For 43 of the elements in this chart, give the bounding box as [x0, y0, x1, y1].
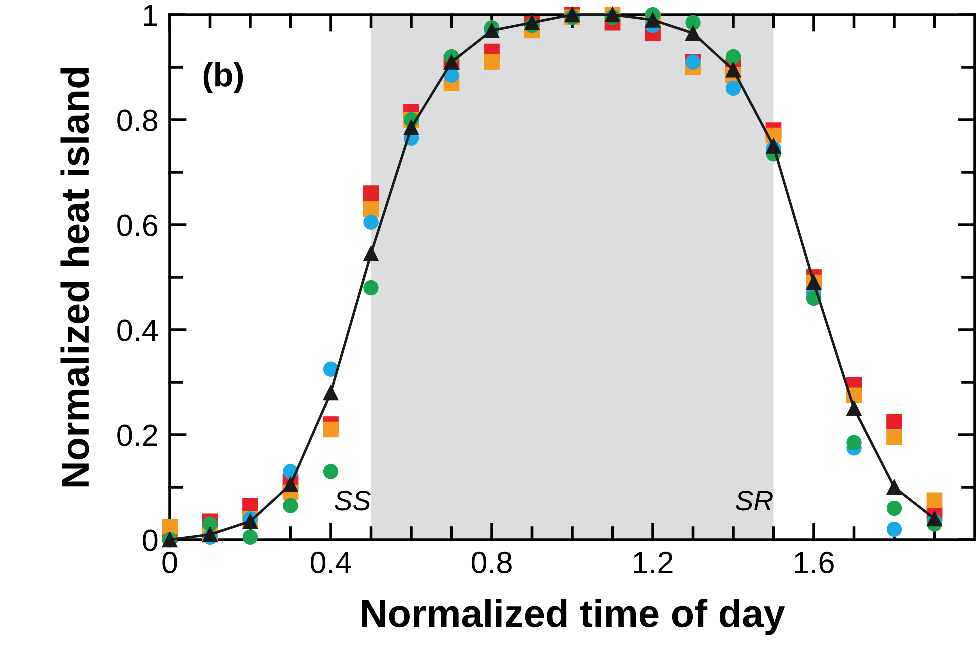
annotation: (b): [204, 62, 244, 94]
annotation: SS: [334, 491, 371, 511]
point: [686, 15, 701, 30]
point: [323, 464, 339, 480]
point: [927, 511, 942, 527]
point: [886, 480, 902, 496]
point: [323, 385, 339, 401]
point: [886, 414, 902, 430]
x-axis-title: Normalized time of day: [362, 599, 786, 636]
x-tick-label: 0.4: [310, 552, 352, 574]
point: [283, 498, 298, 514]
annotation: SR: [736, 491, 773, 511]
x-tick-label: 1.2: [634, 552, 673, 574]
point: [484, 54, 500, 70]
y-tick-label: 0.2: [118, 424, 158, 446]
point: [364, 246, 379, 262]
point: [726, 49, 742, 65]
point: [363, 201, 380, 218]
x-tick-label: 0: [162, 552, 178, 574]
point: [404, 120, 420, 136]
x-tick-label: 0.8: [472, 552, 512, 574]
point: [323, 422, 339, 438]
point: [364, 280, 379, 296]
point: [283, 477, 298, 493]
point: [886, 430, 902, 446]
point: [886, 500, 902, 516]
point: [846, 401, 862, 416]
y-tick-label: 0.8: [118, 110, 158, 132]
x-tick-label: 1.6: [795, 552, 834, 574]
point: [162, 518, 178, 535]
point: [242, 530, 258, 545]
point: [926, 492, 943, 509]
point: [886, 522, 902, 538]
point: [726, 80, 742, 96]
point: [364, 214, 379, 230]
y-tick-label: 0: [143, 530, 158, 552]
point: [846, 435, 862, 450]
point: [686, 26, 701, 42]
y-tick-label: 0.6: [118, 214, 158, 236]
y-axis-title: Normalized heat island: [60, 68, 90, 487]
y-tick-label: 1: [144, 5, 158, 26]
y-tick-label: 0.4: [118, 320, 158, 342]
point: [363, 186, 380, 202]
